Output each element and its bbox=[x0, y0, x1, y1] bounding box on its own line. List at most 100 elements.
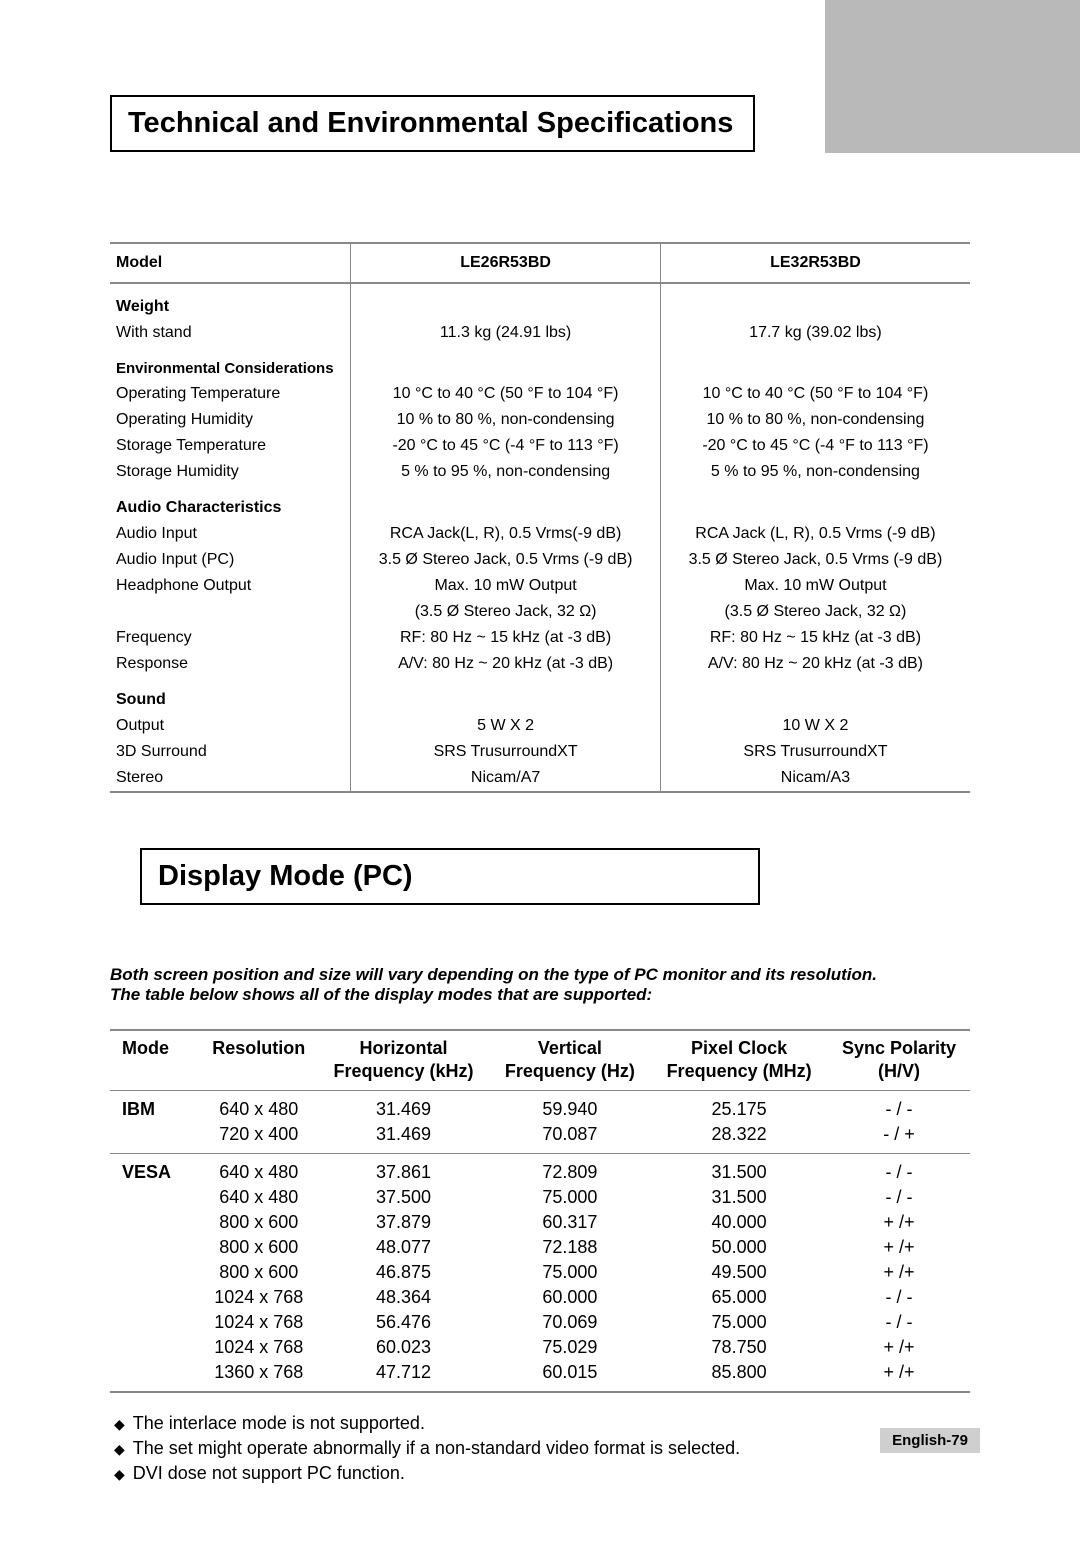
display-pclk: 75.000 bbox=[650, 1310, 828, 1335]
display-hfreq: 37.879 bbox=[317, 1210, 489, 1235]
spec-label: Storage Humidity bbox=[110, 459, 351, 485]
display-res: 800 x 600 bbox=[200, 1260, 317, 1285]
dh-hfreq: HorizontalFrequency (kHz) bbox=[317, 1030, 489, 1090]
spec-label: Frequency bbox=[110, 625, 351, 651]
env-heading: Environmental Considerations bbox=[110, 346, 351, 381]
display-vfreq: 60.000 bbox=[490, 1285, 651, 1310]
spec-val-b: (3.5 Ø Stereo Jack, 32 Ω) bbox=[660, 599, 970, 625]
display-pclk: 28.322 bbox=[650, 1122, 828, 1154]
spec-label: Stereo bbox=[110, 765, 351, 792]
spec-val-a: (3.5 Ø Stereo Jack, 32 Ω) bbox=[351, 599, 661, 625]
display-vfreq: 70.069 bbox=[490, 1310, 651, 1335]
spec-val-b: 3.5 Ø Stereo Jack, 0.5 Vrms (-9 dB) bbox=[660, 547, 970, 573]
spec-header-row: Model LE26R53BD LE32R53BD bbox=[110, 243, 970, 283]
spec-val-b: RF: 80 Hz ~ 15 kHz (at -3 dB) bbox=[660, 625, 970, 651]
display-table: Mode Resolution HorizontalFrequency (kHz… bbox=[110, 1029, 970, 1393]
display-hfreq: 47.712 bbox=[317, 1360, 489, 1392]
section1-title-box: Technical and Environmental Specificatio… bbox=[110, 95, 755, 152]
display-row: 800 x 60048.07772.18850.000+ /+ bbox=[110, 1235, 970, 1260]
display-mode: IBM bbox=[110, 1090, 200, 1122]
notes: ◆The interlace mode is not supported.◆Th… bbox=[110, 1413, 970, 1484]
spec-val-a: RF: 80 Hz ~ 15 kHz (at -3 dB) bbox=[351, 625, 661, 651]
display-mode bbox=[110, 1235, 200, 1260]
spec-row: FrequencyRF: 80 Hz ~ 15 kHz (at -3 dB)RF… bbox=[110, 625, 970, 651]
spec-label: Output bbox=[110, 713, 351, 739]
section2-title: Display Mode (PC) bbox=[158, 860, 413, 892]
display-vfreq: 75.029 bbox=[490, 1335, 651, 1360]
display-row: 640 x 48037.50075.00031.500- / - bbox=[110, 1185, 970, 1210]
spec-val-a: 10 % to 80 %, non-condensing bbox=[351, 407, 661, 433]
spec-val-a: Nicam/A7 bbox=[351, 765, 661, 792]
display-hfreq: 37.500 bbox=[317, 1185, 489, 1210]
section2-title-box: Display Mode (PC) bbox=[140, 848, 760, 905]
display-sync: - / + bbox=[828, 1122, 970, 1154]
display-hfreq: 56.476 bbox=[317, 1310, 489, 1335]
spec-header-col3: LE32R53BD bbox=[660, 243, 970, 283]
weight-heading: Weight bbox=[110, 283, 351, 320]
display-mode bbox=[110, 1335, 200, 1360]
display-row: 720 x 40031.46970.08728.322- / + bbox=[110, 1122, 970, 1154]
spec-row: 3D SurroundSRS TrusurroundXTSRS Trusurro… bbox=[110, 739, 970, 765]
display-pclk: 40.000 bbox=[650, 1210, 828, 1235]
spec-val-a: 5 W X 2 bbox=[351, 713, 661, 739]
spec-val-b: Max. 10 mW Output bbox=[660, 573, 970, 599]
spec-label: Operating Humidity bbox=[110, 407, 351, 433]
display-vfreq: 72.188 bbox=[490, 1235, 651, 1260]
spec-val-b: A/V: 80 Hz ~ 20 kHz (at -3 dB) bbox=[660, 651, 970, 677]
display-vfreq: 75.000 bbox=[490, 1185, 651, 1210]
with-stand-label: With stand bbox=[110, 320, 351, 346]
display-hfreq: 31.469 bbox=[317, 1122, 489, 1154]
with-stand-a: 11.3 kg (24.91 lbs) bbox=[351, 320, 661, 346]
spec-header-col2: LE26R53BD bbox=[351, 243, 661, 283]
dh-mode: Mode bbox=[110, 1030, 200, 1090]
display-hfreq: 37.861 bbox=[317, 1153, 489, 1185]
spec-table: Model LE26R53BD LE32R53BD Weight With st… bbox=[110, 242, 970, 793]
section1-title: Technical and Environmental Specificatio… bbox=[128, 107, 733, 139]
spec-header-model: Model bbox=[110, 243, 351, 283]
intro-text: Both screen position and size will vary … bbox=[110, 965, 970, 1005]
spec-label: Audio Input bbox=[110, 521, 351, 547]
bullet-icon: ◆ bbox=[114, 1416, 125, 1432]
page-number: English-79 bbox=[880, 1428, 980, 1453]
spec-row: (3.5 Ø Stereo Jack, 32 Ω)(3.5 Ø Stereo J… bbox=[110, 599, 970, 625]
spec-val-b: -20 °C to 45 °C (-4 °F to 113 °F) bbox=[660, 433, 970, 459]
spec-val-b: RCA Jack (L, R), 0.5 Vrms (-9 dB) bbox=[660, 521, 970, 547]
spec-val-a: 5 % to 95 %, non-condensing bbox=[351, 459, 661, 485]
spec-label: Headphone Output bbox=[110, 573, 351, 599]
spec-val-b: SRS TrusurroundXT bbox=[660, 739, 970, 765]
display-sync: + /+ bbox=[828, 1335, 970, 1360]
spec-val-a: RCA Jack(L, R), 0.5 Vrms(-9 dB) bbox=[351, 521, 661, 547]
display-mode bbox=[110, 1185, 200, 1210]
spec-label: 3D Surround bbox=[110, 739, 351, 765]
display-sync: - / - bbox=[828, 1285, 970, 1310]
spec-val-a: Max. 10 mW Output bbox=[351, 573, 661, 599]
spec-val-b: 10 °C to 40 °C (50 °F to 104 °F) bbox=[660, 381, 970, 407]
display-pclk: 65.000 bbox=[650, 1285, 828, 1310]
spec-row: Operating Humidity10 % to 80 %, non-cond… bbox=[110, 407, 970, 433]
audio-heading: Audio Characteristics bbox=[110, 485, 351, 521]
display-sync: - / - bbox=[828, 1090, 970, 1122]
display-mode bbox=[110, 1310, 200, 1335]
display-res: 640 x 480 bbox=[200, 1153, 317, 1185]
display-vfreq: 60.317 bbox=[490, 1210, 651, 1235]
display-res: 640 x 480 bbox=[200, 1185, 317, 1210]
display-row: 1360 x 76847.71260.01585.800+ /+ bbox=[110, 1360, 970, 1392]
spec-val-a: 3.5 Ø Stereo Jack, 0.5 Vrms (-9 dB) bbox=[351, 547, 661, 573]
display-sync: - / - bbox=[828, 1153, 970, 1185]
note-line: ◆DVI dose not support PC function. bbox=[114, 1463, 970, 1484]
display-vfreq: 75.000 bbox=[490, 1260, 651, 1285]
display-sync: - / - bbox=[828, 1185, 970, 1210]
with-stand-b: 17.7 kg (39.02 lbs) bbox=[660, 320, 970, 346]
display-mode bbox=[110, 1360, 200, 1392]
note-line: ◆The interlace mode is not supported. bbox=[114, 1413, 970, 1434]
display-pclk: 31.500 bbox=[650, 1153, 828, 1185]
spec-val-b: 5 % to 95 %, non-condensing bbox=[660, 459, 970, 485]
spec-val-b: Nicam/A3 bbox=[660, 765, 970, 792]
display-res: 800 x 600 bbox=[200, 1235, 317, 1260]
sound-heading: Sound bbox=[110, 677, 351, 713]
spec-row: Storage Temperature-20 °C to 45 °C (-4 °… bbox=[110, 433, 970, 459]
display-res: 640 x 480 bbox=[200, 1090, 317, 1122]
spec-val-a: -20 °C to 45 °C (-4 °F to 113 °F) bbox=[351, 433, 661, 459]
display-vfreq: 72.809 bbox=[490, 1153, 651, 1185]
display-pclk: 49.500 bbox=[650, 1260, 828, 1285]
